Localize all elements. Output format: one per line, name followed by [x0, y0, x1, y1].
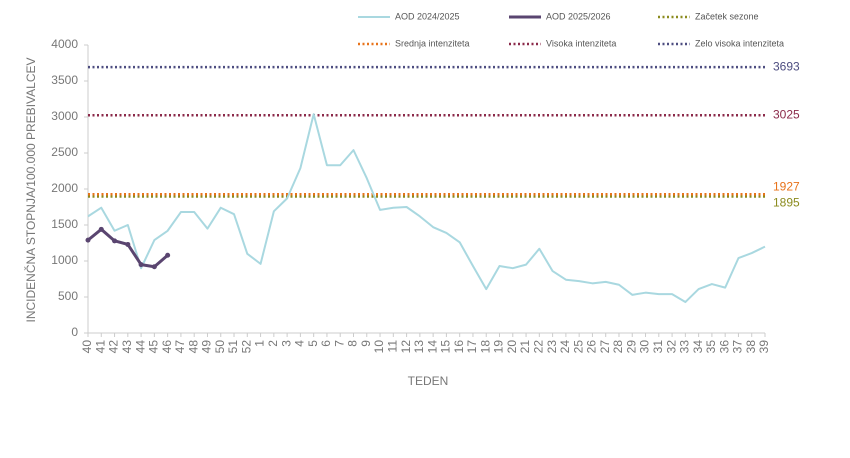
x-tick-label: 24 — [558, 340, 572, 354]
x-tick-label: 51 — [226, 340, 240, 354]
point — [165, 252, 171, 258]
x-tick-label: 13 — [412, 340, 426, 354]
point — [98, 226, 104, 232]
point — [125, 241, 131, 247]
y-tick-label: 3000 — [51, 109, 78, 123]
series-line — [87, 113, 766, 304]
threshold-label: 1895 — [773, 196, 800, 210]
x-tick-label: 23 — [545, 340, 559, 354]
x-tick-label: 30 — [638, 340, 652, 354]
x-tick-label: 33 — [678, 340, 692, 354]
x-tick-label: 11 — [385, 340, 399, 353]
legend-label: Visoka intenziteta — [546, 38, 616, 48]
x-tick-label: 39 — [757, 340, 771, 354]
legend-label: Zelo visoka intenziteta — [695, 38, 784, 48]
x-tick-label: 3 — [279, 340, 293, 347]
x-tick-label: 28 — [611, 340, 625, 354]
x-tick-label: 18 — [478, 340, 492, 354]
x-tick-label: 49 — [200, 340, 214, 354]
x-tick-label: 22 — [532, 340, 546, 354]
x-tick-label: 45 — [147, 340, 161, 354]
x-tick-label: 36 — [717, 340, 731, 354]
point — [138, 262, 144, 268]
y-axis-label: INCIDENČNA STOPNJA/100.000 PREBIVALCEV — [23, 58, 38, 323]
y-tick-label: 2500 — [51, 145, 78, 159]
point — [112, 238, 118, 244]
x-tick-label: 29 — [624, 340, 638, 354]
x-tick-label: 1 — [253, 340, 267, 347]
x-tick-label: 26 — [585, 340, 599, 354]
x-axis-label: TEDEN — [408, 374, 449, 388]
y-tick-label: 1500 — [51, 217, 78, 231]
x-tick-label: 40 — [80, 340, 94, 354]
x-tick-label: 8 — [346, 340, 360, 347]
x-tick-label: 50 — [213, 340, 227, 354]
x-tick-label: 48 — [186, 340, 200, 354]
threshold-label: 3025 — [773, 107, 800, 121]
x-tick-label: 21 — [518, 340, 532, 354]
legend-label: Začetek sezone — [695, 11, 759, 21]
x-tick-label: 34 — [691, 340, 705, 354]
x-tick-label: 19 — [492, 340, 506, 354]
x-tick-label: 7 — [332, 340, 346, 347]
x-tick-label: 31 — [651, 340, 665, 354]
x-tick-label: 12 — [399, 340, 413, 354]
x-tick-label: 17 — [465, 340, 479, 354]
x-tick-label: 14 — [425, 340, 439, 354]
x-tick-label: 25 — [571, 340, 585, 354]
legend-label: Srednja intenziteta — [395, 38, 470, 48]
threshold-label: 1927 — [773, 179, 800, 193]
y-tick-label: 4000 — [51, 37, 78, 51]
y-tick-label: 3500 — [51, 73, 78, 87]
legend-label: AOD 2024/2025 — [395, 11, 460, 21]
x-tick-label: 44 — [133, 340, 147, 354]
x-tick-label: 52 — [239, 340, 253, 354]
x-tick-label: 27 — [598, 340, 612, 354]
x-tick-label: 9 — [359, 340, 373, 347]
threshold-label: 3693 — [773, 59, 800, 73]
x-tick-label: 6 — [319, 340, 333, 347]
x-tick-label: 41 — [93, 340, 107, 354]
y-tick-label: 2000 — [51, 181, 78, 195]
x-tick-label: 43 — [120, 340, 134, 354]
point — [85, 237, 91, 243]
x-tick-label: 5 — [306, 340, 320, 347]
y-tick-label: 500 — [58, 289, 78, 303]
x-tick-label: 2 — [266, 340, 280, 347]
point — [151, 264, 157, 270]
x-tick-label: 35 — [704, 340, 718, 354]
x-tick-label: 15 — [439, 340, 453, 354]
x-tick-label: 10 — [372, 340, 386, 354]
y-tick-label: 1000 — [51, 253, 78, 267]
series-line — [87, 227, 169, 269]
legend-label: AOD 2025/2026 — [546, 11, 611, 21]
x-tick-label: 16 — [452, 340, 466, 354]
x-tick-label: 20 — [505, 340, 519, 354]
x-tick-label: 4 — [293, 340, 307, 347]
x-tick-label: 47 — [173, 340, 187, 354]
x-tick-label: 46 — [160, 340, 174, 354]
x-tick-label: 42 — [107, 340, 121, 354]
y-tick-label: 0 — [71, 325, 78, 339]
x-tick-label: 32 — [664, 340, 678, 354]
x-tick-label: 37 — [731, 340, 745, 354]
x-tick-label: 38 — [744, 340, 758, 354]
